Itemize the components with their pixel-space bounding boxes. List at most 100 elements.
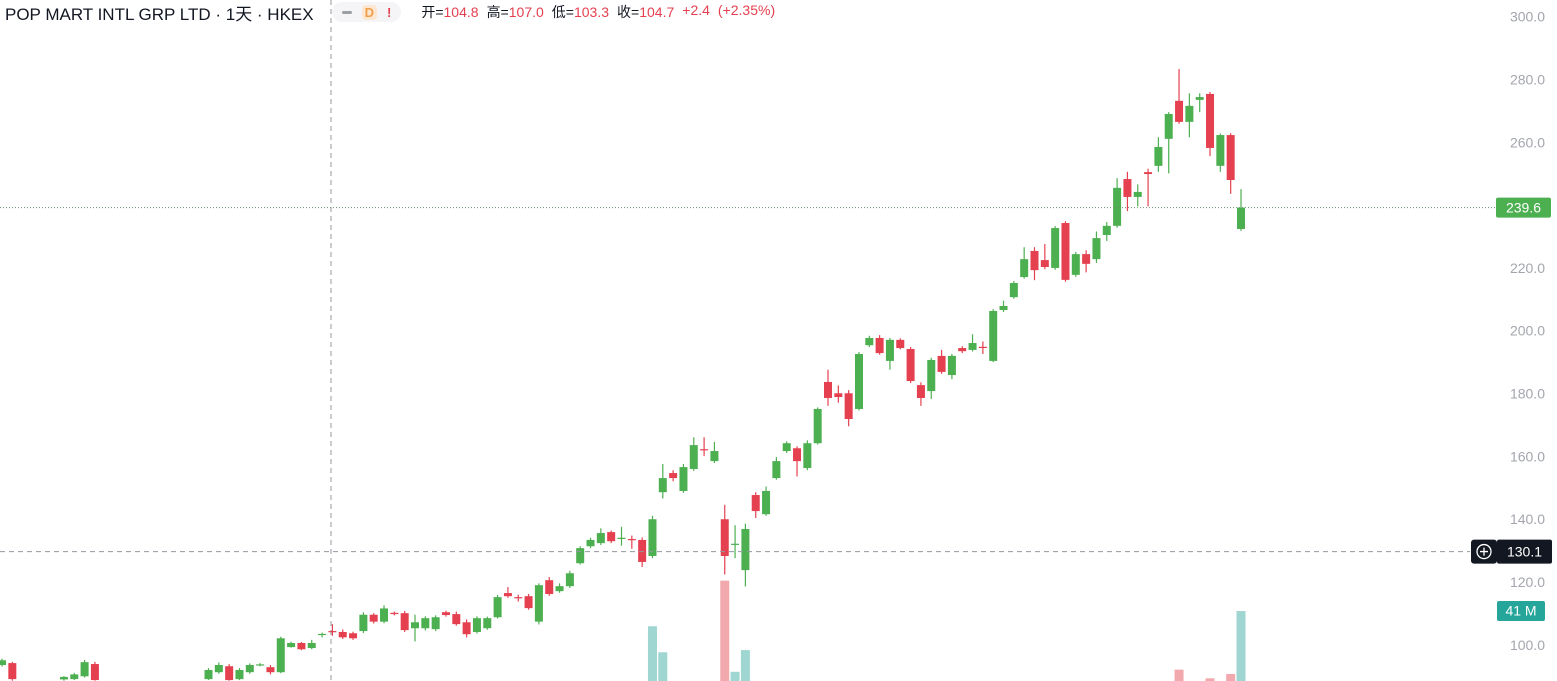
volume-marker-label: 41 M [1505, 603, 1536, 619]
candle-body [968, 343, 977, 350]
candle-body [462, 622, 471, 635]
candle-body [8, 663, 17, 680]
quote-label: 低= [551, 4, 574, 20]
candle-body [1030, 250, 1039, 271]
y-tick-label: 200.0 [1510, 323, 1545, 339]
candle-body [1216, 135, 1225, 166]
candle-body [762, 490, 771, 515]
y-tick-label: 120.0 [1510, 574, 1545, 590]
quote-label: 高= [486, 4, 509, 20]
volume-bar [720, 580, 730, 681]
candle-body [824, 381, 832, 398]
candle-body [369, 614, 378, 622]
candle-body [441, 612, 450, 616]
candle-body [1226, 135, 1235, 180]
candle-body [472, 618, 481, 632]
y-tick-label: 180.0 [1510, 386, 1545, 402]
quote-item: 高=107.0 [487, 2, 544, 22]
candle-body [627, 539, 636, 541]
candle-body [276, 638, 285, 673]
volume-bar [730, 671, 740, 681]
volume-bar [1226, 673, 1236, 681]
candle-body [958, 348, 967, 352]
volume-bar [658, 652, 668, 681]
ohlc-quote: 开=104.8 高=107.0 低=103.3 收=104.7 +2.4 (+2.35%) [421, 2, 775, 22]
candle-body [1082, 254, 1091, 264]
candle-body [1061, 223, 1070, 280]
candle-body [534, 585, 543, 622]
candle-body [565, 573, 574, 587]
candle-body [390, 612, 399, 615]
candle-body [741, 528, 750, 571]
candle-body [1164, 114, 1173, 139]
volume-marker-box [1497, 601, 1545, 622]
crosshair-plus-icon [1480, 547, 1488, 556]
candle-body [59, 676, 68, 680]
y-tick-label: 100.0 [1510, 637, 1545, 653]
volume-bar [740, 650, 750, 681]
candle-body [503, 593, 512, 597]
badge-icon [341, 10, 352, 14]
candle-body [834, 393, 843, 398]
candle-body [0, 660, 6, 665]
candle-body [1175, 100, 1184, 122]
y-tick-label: 300.0 [1510, 9, 1545, 25]
y-tick-label: 280.0 [1510, 71, 1545, 87]
candle-body [1102, 225, 1111, 235]
y-tick-label: 160.0 [1510, 448, 1545, 464]
header: POP MART INTL GRP LTD · 1天 · HKEX D ! 开=… [5, 0, 775, 24]
quote-label: 收= [617, 4, 640, 20]
candle-body [648, 519, 657, 556]
quote-value: 104.7 [639, 4, 675, 20]
candle-body [70, 674, 79, 680]
quote-value: 104.8 [443, 4, 479, 20]
candle-body [307, 642, 316, 649]
quote-label: 开= [421, 4, 444, 20]
candle-body [380, 608, 389, 622]
candle-body [1009, 283, 1018, 298]
candle-body [844, 393, 853, 420]
candle-body [328, 631, 337, 633]
candle-body [865, 337, 874, 346]
crosshair-plus-icon [1476, 543, 1492, 560]
candle-body [885, 339, 894, 361]
candle-body [720, 519, 729, 556]
candle-body [266, 667, 275, 673]
candle-body [1237, 207, 1245, 229]
candle-body [411, 622, 419, 629]
candle-body [875, 337, 884, 354]
badge: D [361, 4, 377, 20]
candle-body [710, 451, 719, 462]
candle-body [80, 662, 89, 677]
candle-body [421, 618, 430, 629]
candle-body [947, 355, 956, 376]
candle-body [669, 473, 678, 479]
candle-body [204, 670, 213, 680]
candle-body [700, 449, 709, 451]
quote-item: 开=104.8 [421, 2, 478, 22]
candle-body [607, 532, 616, 542]
candle-body [916, 385, 925, 398]
change-percent: (+2.35%) [717, 2, 776, 18]
candle-body [937, 355, 946, 372]
candle-body [617, 537, 626, 539]
status-badges[interactable]: D ! [331, 2, 402, 22]
candle-body [927, 359, 936, 392]
candle-body [524, 596, 533, 609]
candle-body [90, 664, 99, 681]
candle-body [1195, 97, 1204, 100]
candle-body [731, 543, 740, 545]
candle-body [245, 664, 254, 673]
y-tick-label: 260.0 [1510, 134, 1545, 150]
volume-bar [1174, 669, 1184, 681]
candle-body [854, 354, 863, 409]
candle-body [1123, 179, 1132, 197]
last-price-label: 239.6 [1506, 199, 1541, 215]
candle-body [318, 633, 327, 636]
candle-body [493, 597, 502, 618]
candle-body [545, 580, 554, 594]
candle-body [400, 613, 409, 631]
candle-body [1092, 238, 1101, 260]
